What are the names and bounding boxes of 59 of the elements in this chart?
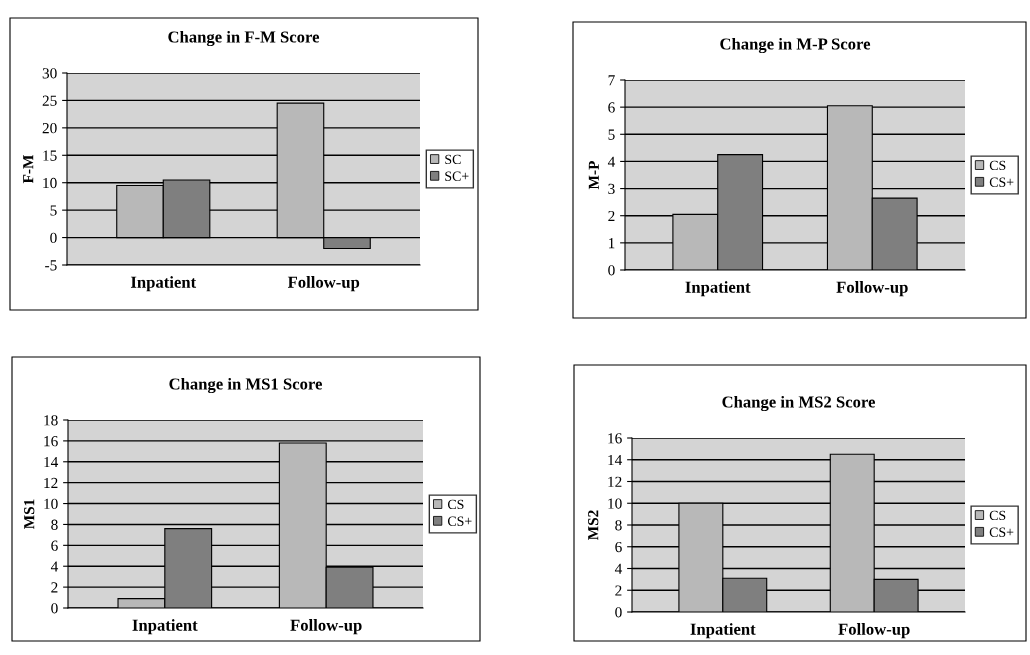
y-tick-label: 3 — [608, 183, 615, 195]
y-tick-label: 2 — [615, 585, 622, 596]
y-tick-label: 8 — [615, 520, 622, 531]
y-tick-label: 0 — [615, 607, 622, 618]
y-tick-label: 20 — [42, 123, 57, 134]
y-axis-title: MS2 — [588, 510, 599, 541]
y-tick-label: 10 — [43, 177, 57, 189]
y-tick-label: 4 — [607, 156, 616, 167]
x-tick-label: Inpatient — [130, 276, 197, 292]
y-tick-label: 16 — [608, 433, 622, 444]
y-tick-label: 4 — [614, 563, 623, 574]
legend-label: CS — [989, 510, 1006, 521]
x-tick-label: Follow-up — [836, 281, 908, 297]
y-tick-label: 0 — [608, 265, 615, 276]
y-tick-label: 16 — [44, 436, 58, 447]
y-tick-label: 15 — [43, 150, 57, 161]
legend-label: CS+ — [989, 527, 1014, 537]
legend-label: SC+ — [445, 171, 469, 181]
chart-title: Change in MS2 Score — [722, 395, 876, 412]
y-tick-label: 30 — [42, 68, 57, 79]
y-tick-label: 18 — [44, 415, 58, 426]
x-tick-label: Inpatient — [132, 619, 198, 635]
chart-title: Change in M-P Score — [720, 37, 871, 54]
x-tick-label: Inpatient — [690, 623, 756, 639]
y-tick-label: 6 — [615, 541, 622, 553]
y-tick-label: 12 — [608, 476, 622, 487]
y-tick-label: 10 — [44, 498, 58, 510]
chart-title: Change in F-M Score — [168, 30, 320, 47]
legend-label: CS+ — [989, 177, 1014, 187]
y-tick-label: 5 — [608, 129, 615, 140]
x-tick-label: Inpatient — [685, 281, 751, 297]
y-tick-label: 0 — [51, 603, 58, 614]
y-tick-label: 4 — [50, 561, 59, 572]
y-tick-label: 14 — [608, 454, 623, 466]
legend-label: SC — [445, 154, 461, 165]
y-axis-title: F-M — [23, 155, 34, 184]
y-tick-label: 8 — [51, 519, 58, 530]
x-tick-label: Follow-up — [838, 623, 910, 639]
legend-label: CS — [989, 160, 1006, 171]
chart-title: Change in MS1 Score — [169, 377, 323, 394]
y-tick-label: 2 — [608, 210, 615, 222]
y-tick-label: 7 — [608, 75, 615, 86]
y-tick-label: 5 — [50, 205, 57, 216]
y-tick-label: 10 — [608, 498, 622, 509]
y-tick-label: 25 — [42, 95, 57, 106]
y-tick-label: 1 — [608, 238, 615, 249]
legend-label: CS — [447, 499, 464, 510]
legend-label: CS+ — [447, 516, 472, 526]
y-tick-label: 0 — [50, 232, 57, 244]
x-tick-label: Follow-up — [287, 276, 360, 292]
y-axis-title: MS1 — [24, 499, 35, 530]
y-axis-title: M-P — [588, 161, 599, 190]
y-tick-label: 6 — [51, 540, 58, 551]
y-tick-label: 6 — [608, 102, 615, 113]
y-tick-label: -5 — [45, 260, 57, 271]
y-tick-label: 12 — [44, 477, 58, 488]
y-tick-label: 2 — [51, 582, 58, 593]
x-tick-label: Follow-up — [290, 619, 362, 635]
y-tick-label: 14 — [44, 456, 59, 468]
